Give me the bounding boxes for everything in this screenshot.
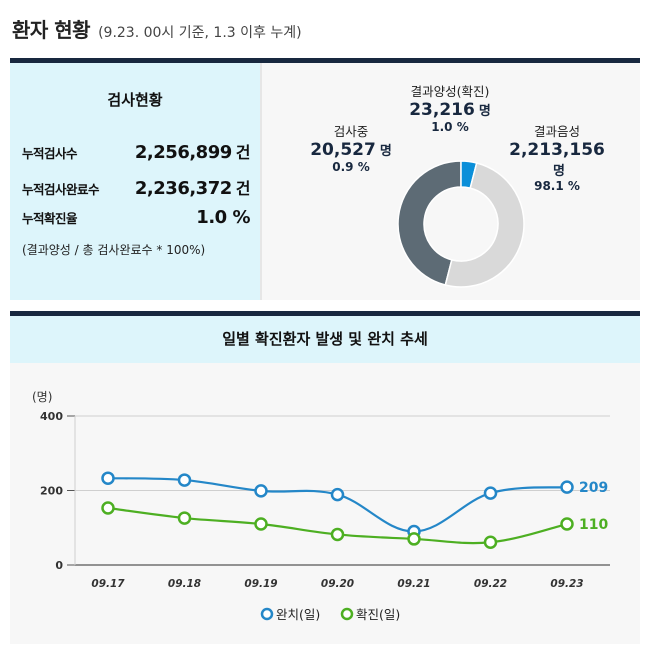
donut-label-name: 결과양성(확진) (410, 84, 490, 99)
y-tick-label: 200 (40, 485, 63, 498)
stat-row-positive-rate: 누적확진율 1.0 % (22, 207, 250, 228)
legend-marker (340, 607, 354, 621)
legend-marker (260, 607, 274, 621)
x-tick-label: 09.21 (397, 578, 430, 590)
x-tick-label: 09.17 (91, 578, 125, 590)
donut-label-value: 2,213,156 (509, 140, 605, 160)
data-point (254, 517, 268, 531)
page-header: 환자 현황 (9.23. 00시 기준, 1.3 이후 누계) (12, 14, 302, 48)
test-stats-box: 검사현황 누적검사수 2,256,899 건 누적검사완료수 2,236,372 건… (10, 63, 260, 300)
data-point (483, 486, 498, 500)
stat-unit: 건 (235, 179, 251, 198)
donut-label-percent: 1.0 % (431, 120, 469, 134)
data-point (330, 487, 345, 502)
end-value-label: 110 (579, 517, 608, 533)
stats-note: (결과양성 / 총 검사완료수 * 100%) (22, 243, 206, 257)
test-status-panel: 검사현황 누적검사수 2,256,899 건 누적검사완료수 2,236,372 건… (10, 58, 640, 300)
end-value-label: 209 (579, 480, 608, 496)
page-title: 환자 현황 (12, 18, 91, 42)
x-tick-label: 09.20 (321, 578, 354, 590)
data-point (483, 535, 498, 550)
stat-label: 누적검사수 (22, 146, 78, 161)
y-tick-label: 0 (55, 559, 63, 572)
data-point (560, 517, 574, 531)
data-point (254, 484, 268, 498)
y-axis-unit: (명) (32, 390, 52, 404)
donut-label-unit: 명 (553, 164, 565, 179)
line-chart: (명) 0 200 400 09.17 09.18 09.19 09.20 09.21 09.22… (32, 390, 610, 622)
donut-chart (397, 160, 525, 288)
data-point (101, 471, 115, 485)
stat-value: 1.0 % (196, 207, 250, 228)
data-point (177, 473, 192, 487)
stat-value: 2,256,899 (134, 142, 232, 163)
stat-label: 누적검사완료수 (22, 182, 100, 197)
donut-label-value: 23,216 (409, 100, 475, 120)
legend-label: 완치(일) (276, 607, 320, 622)
x-tick-label: 09.18 (168, 578, 201, 590)
donut-label-percent: 0.9 % (332, 160, 370, 174)
chart-title: 일별 확진환자 발생 및 완치 추세 (10, 316, 640, 363)
x-tick-label: 09.19 (244, 578, 277, 590)
data-point (330, 527, 345, 542)
stat-row-total-tests: 누적검사수 2,256,899 건 (22, 139, 251, 163)
data-point (560, 480, 574, 494)
donut-label-name: 결과음성 (533, 124, 580, 139)
donut-label-percent: 98.1 % (534, 179, 580, 193)
stats-title: 검사현황 (107, 91, 163, 109)
data-point (101, 501, 115, 515)
page-subtitle: (9.23. 00시 기준, 1.3 이후 누계) (98, 25, 302, 41)
donut-slice-negative (444, 162, 525, 288)
donut-label-unit: 명 (478, 104, 491, 119)
stat-unit: 건 (235, 143, 251, 162)
x-tick-label: 09.23 (550, 578, 583, 590)
stat-value: 2,236,372 (134, 178, 232, 199)
donut-label-name: 검사중 (333, 124, 369, 139)
data-point (407, 532, 421, 546)
donut-label-value: 20,527 (310, 140, 376, 160)
data-point (177, 511, 192, 525)
stat-label: 누적확진율 (22, 211, 78, 226)
donut-label-positive: 결과양성(확진) 23,216 명 1.0 % (395, 81, 505, 134)
donut-slice-testing (397, 160, 462, 286)
legend-label: 확진(일) (356, 607, 400, 622)
series-line-released (107, 477, 568, 533)
stat-row-completed-tests: 누적검사완료수 2,236,372 건 (22, 175, 251, 199)
daily-trend-panel: 일별 확진환자 발생 및 완치 추세 (명) 0 200 400 09.17 09.18 0… (10, 311, 640, 644)
donut-label-testing: 검사중 20,527 명 0.9 % (305, 121, 397, 174)
x-tick-label: 09.22 (474, 578, 507, 590)
donut-label-unit: 명 (379, 144, 392, 159)
donut-chart-area: 검사중 20,527 명 0.9 % 결과양성(확진) 23,216 명 1.0 %… (262, 63, 640, 300)
line-chart-area: (명) 0 200 400 09.17 09.18 09.19 09.20 09.21 09.22… (10, 363, 640, 644)
y-tick-label: 400 (40, 410, 63, 423)
donut-label-negative: 결과음성 2,213,156 명 98.1 % (502, 121, 612, 193)
